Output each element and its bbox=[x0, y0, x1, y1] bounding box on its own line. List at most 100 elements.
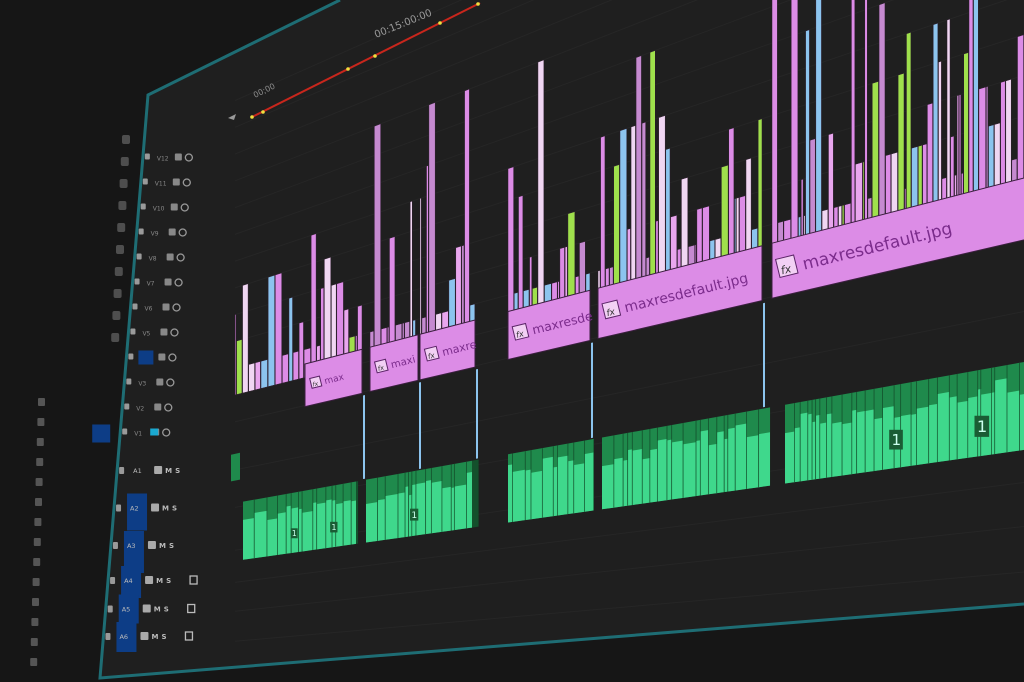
lock-icon[interactable] bbox=[110, 577, 116, 584]
lock-icon[interactable] bbox=[124, 403, 130, 410]
video-clip[interactable]: fx maxresdefault.jpg bbox=[771, 0, 1024, 359]
mute-button[interactable]: M bbox=[151, 633, 158, 641]
lock-icon[interactable] bbox=[116, 504, 122, 512]
eye-icon[interactable] bbox=[180, 203, 189, 212]
lock-icon[interactable] bbox=[112, 542, 118, 549]
sync-lock-icon[interactable] bbox=[140, 632, 149, 640]
lock-icon[interactable] bbox=[107, 605, 113, 613]
tool-icon[interactable] bbox=[116, 245, 124, 254]
tool-icon[interactable] bbox=[117, 223, 126, 232]
track-target-toggle[interactable] bbox=[121, 566, 142, 598]
mic-icon[interactable] bbox=[189, 575, 198, 585]
lock-icon[interactable] bbox=[122, 428, 128, 435]
sync-lock-icon[interactable] bbox=[172, 178, 180, 186]
clip-segment bbox=[428, 102, 436, 347]
tool-icon[interactable] bbox=[120, 157, 129, 166]
lock-icon[interactable] bbox=[138, 228, 144, 235]
solo-button[interactable]: S bbox=[172, 505, 177, 513]
sync-lock-icon[interactable] bbox=[154, 403, 162, 411]
solo-button[interactable]: S bbox=[169, 542, 174, 550]
lock-icon[interactable] bbox=[126, 378, 132, 385]
sync-lock-icon[interactable] bbox=[166, 253, 174, 261]
mute-button[interactable]: M bbox=[159, 542, 166, 550]
source-patch-v1[interactable] bbox=[92, 424, 111, 443]
eye-icon[interactable] bbox=[182, 178, 191, 187]
sync-lock-icon[interactable] bbox=[164, 278, 172, 286]
eye-icon[interactable] bbox=[176, 253, 185, 262]
lock-icon[interactable] bbox=[142, 178, 148, 185]
lock-icon[interactable] bbox=[132, 303, 138, 310]
waveform-divider bbox=[404, 472, 406, 538]
eye-icon[interactable] bbox=[166, 378, 175, 387]
sync-lock-icon[interactable] bbox=[170, 203, 178, 211]
eye-icon[interactable] bbox=[174, 278, 183, 287]
tool-icon[interactable] bbox=[118, 201, 127, 210]
sync-lock-icon[interactable] bbox=[158, 353, 166, 361]
tool-icon[interactable] bbox=[114, 267, 123, 276]
track-target-toggle[interactable] bbox=[123, 531, 144, 573]
tool-icon[interactable] bbox=[111, 333, 120, 342]
mute-button[interactable]: M bbox=[156, 577, 163, 585]
solo-button[interactable]: S bbox=[164, 606, 169, 614]
eye-icon[interactable] bbox=[164, 403, 173, 412]
eye-icon[interactable] bbox=[168, 353, 177, 362]
lock-icon[interactable] bbox=[134, 278, 140, 285]
work-area-bar[interactable] bbox=[251, 2, 481, 118]
video-clip[interactable]: fx maxre bbox=[419, 88, 478, 459]
sync-lock-icon[interactable] bbox=[145, 576, 154, 584]
waveform-segment bbox=[243, 517, 255, 560]
sync-lock-icon[interactable] bbox=[174, 153, 182, 161]
tool-icon[interactable] bbox=[119, 179, 128, 188]
lock-icon[interactable] bbox=[130, 328, 136, 335]
track-divider bbox=[234, 34, 1024, 289]
sync-lock-icon[interactable] bbox=[154, 466, 163, 474]
track-target-toggle[interactable] bbox=[138, 350, 154, 365]
tool-icon[interactable] bbox=[112, 311, 121, 320]
video-clip[interactable]: fx maxresdefault.jpg bbox=[597, 50, 765, 408]
audio-clip[interactable]: 1 bbox=[366, 459, 479, 543]
lock-icon[interactable] bbox=[128, 353, 134, 360]
eye-icon[interactable] bbox=[170, 328, 179, 337]
sync-lock-icon[interactable] bbox=[147, 541, 156, 549]
eye-icon[interactable] bbox=[172, 303, 181, 312]
sync-lock-icon[interactable] bbox=[168, 228, 176, 236]
audio-clip[interactable]: 11 bbox=[243, 481, 359, 560]
lock-icon[interactable] bbox=[105, 633, 111, 640]
waveform-segment bbox=[405, 486, 409, 537]
mute-button[interactable]: M bbox=[165, 467, 172, 475]
lock-icon[interactable] bbox=[119, 467, 125, 474]
solo-button[interactable]: S bbox=[175, 467, 180, 475]
eye-icon[interactable] bbox=[184, 153, 194, 162]
sync-lock-icon[interactable] bbox=[142, 604, 151, 613]
audio-clip[interactable]: 11 bbox=[785, 359, 1024, 484]
mute-button[interactable]: M bbox=[162, 505, 169, 513]
lock-icon[interactable] bbox=[144, 153, 150, 160]
audio-badge bbox=[290, 528, 298, 539]
sync-lock-icon[interactable] bbox=[162, 303, 170, 311]
mute-button[interactable]: M bbox=[154, 606, 161, 614]
video-clip[interactable]: fx maxi bbox=[369, 123, 421, 470]
mic-icon[interactable] bbox=[184, 631, 194, 641]
eye-icon[interactable] bbox=[162, 428, 171, 437]
mic-icon[interactable] bbox=[187, 603, 196, 614]
track-target-toggle[interactable] bbox=[127, 493, 148, 531]
video-clip[interactable]: fx maxresde bbox=[507, 59, 594, 439]
waveform-divider bbox=[831, 396, 833, 478]
sync-lock-icon[interactable] bbox=[160, 328, 168, 336]
sync-lock-icon[interactable] bbox=[156, 378, 164, 386]
lock-icon[interactable] bbox=[140, 203, 146, 210]
eye-icon[interactable] bbox=[178, 228, 187, 237]
wrench-icon[interactable] bbox=[228, 114, 236, 120]
audio-clip[interactable] bbox=[602, 407, 771, 510]
tool-icon[interactable] bbox=[122, 135, 130, 144]
audio-clip-stub[interactable] bbox=[231, 452, 240, 482]
solo-button[interactable]: S bbox=[166, 577, 171, 585]
audio-clip[interactable] bbox=[508, 438, 594, 523]
video-clip[interactable]: fx max bbox=[234, 233, 365, 480]
solo-button[interactable]: S bbox=[161, 633, 166, 641]
sync-lock-icon[interactable] bbox=[151, 503, 160, 512]
track-target-toggle[interactable] bbox=[116, 622, 137, 652]
track-target-toggle[interactable] bbox=[118, 594, 139, 624]
lock-icon[interactable] bbox=[136, 253, 142, 260]
tool-icon[interactable] bbox=[113, 289, 122, 298]
